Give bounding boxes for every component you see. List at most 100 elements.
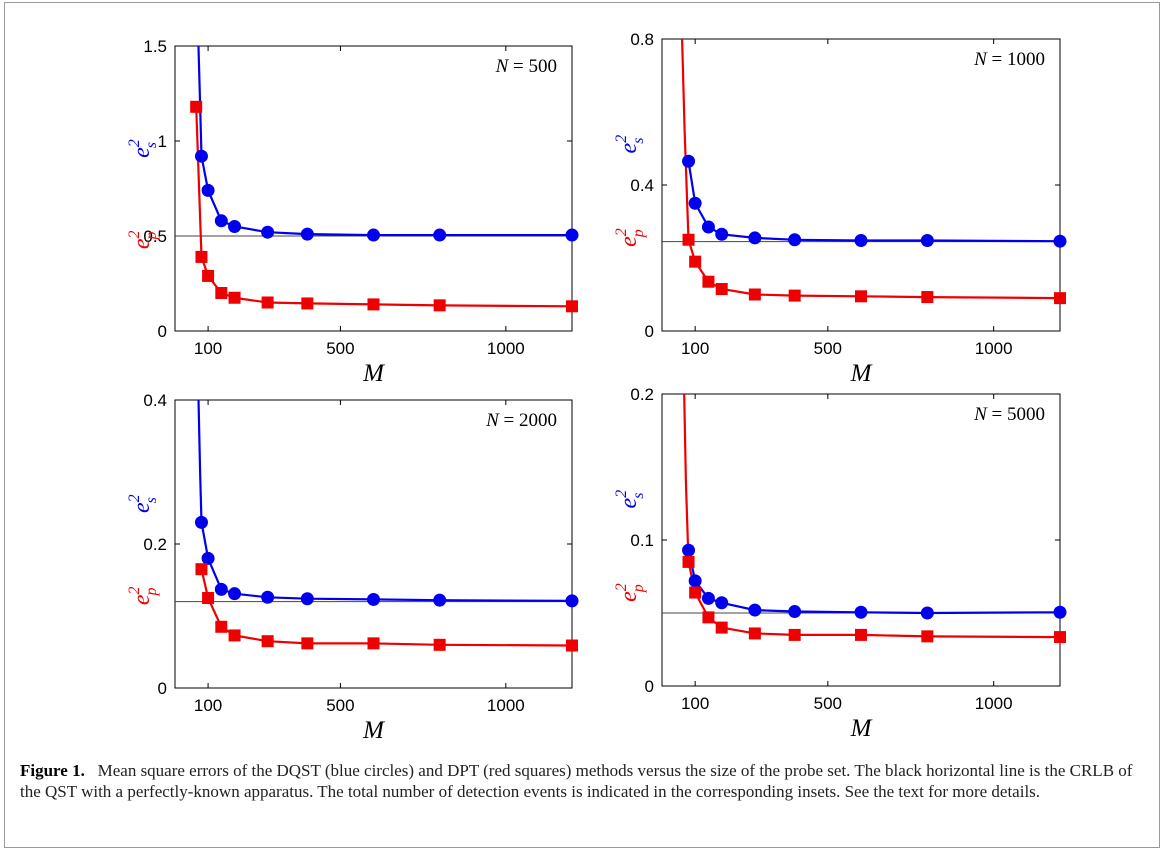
y-axis-label-dpt: e2p (126, 587, 160, 606)
dpt-series-line (195, 106, 572, 308)
dpt-point (748, 627, 761, 640)
y-tick-label: 1 (158, 132, 167, 151)
y-tick-label: 0 (645, 322, 654, 341)
y-tick-label: 0.4 (630, 176, 654, 195)
dqst-point (1053, 234, 1067, 248)
dpt-point (1054, 631, 1066, 644)
x-tick-label: 500 (326, 339, 354, 358)
dqst-point (194, 149, 208, 163)
dqst-point (682, 543, 696, 557)
y-tick-label: 0.2 (630, 385, 654, 404)
dpt-point (788, 289, 801, 302)
dqst-point (228, 220, 242, 233)
dqst-point (701, 591, 715, 605)
x-tick-label: 500 (326, 696, 354, 715)
caption-text: Mean square errors of the DQST (blue cir… (20, 761, 1133, 801)
dpt-point (748, 288, 761, 301)
y-axis-label-dqst: e2s (126, 494, 160, 513)
y-axis-label-dpt: e2p (613, 583, 647, 602)
dpt-point (195, 250, 208, 263)
dqst-point (300, 227, 314, 241)
dpt-point (202, 592, 215, 604)
dqst-point (1053, 605, 1067, 619)
dpt-point (702, 275, 715, 288)
dpt-point (190, 100, 203, 113)
x-tick-label: 100 (681, 339, 709, 358)
dpt-point (855, 628, 867, 641)
dpt-point (682, 555, 695, 568)
dqst-series-line (687, 549, 1060, 615)
y-tick-label: 0.8 (630, 30, 654, 49)
y-tick-label: 0 (645, 677, 654, 696)
inset-label: N = 1000 (973, 49, 1045, 70)
y-tick-label: 1.5 (143, 37, 167, 56)
dpt-point (682, 233, 695, 246)
dqst-point (715, 596, 729, 610)
dpt-point (788, 628, 801, 641)
dqst-point (194, 515, 208, 529)
dpt-point (301, 637, 314, 650)
dpt-point (921, 291, 934, 304)
x-tick-label: 1000 (487, 339, 525, 358)
dqst-point (433, 228, 447, 242)
dqst-point (788, 233, 802, 247)
dpt-series-line (680, 39, 1060, 300)
dpt-point (566, 639, 578, 652)
x-tick-label: 100 (194, 696, 222, 715)
x-axis-label: M (362, 717, 385, 744)
dqst-point (854, 605, 868, 619)
inset-label: N = 5000 (973, 404, 1045, 425)
dpt-point (261, 635, 274, 648)
figure-frame (4, 2, 1160, 848)
dqst-point (228, 587, 242, 601)
y-axis-label-dpt: e2p (126, 230, 160, 249)
y-tick-label: 0 (158, 322, 167, 341)
dpt-point (215, 620, 228, 633)
dpt-point (228, 629, 241, 642)
dqst-point (214, 582, 228, 596)
figure-caption: Figure 1. Mean square errors of the DQST… (20, 760, 1145, 802)
dpt-point (215, 287, 228, 299)
y-tick-label: 0 (158, 679, 167, 698)
plot-frame (661, 393, 1061, 687)
dqst-point (214, 214, 228, 228)
dpt-point (921, 630, 934, 643)
dpt-point (855, 290, 867, 303)
dqst-series-line (687, 161, 1060, 243)
dqst-point (367, 228, 380, 242)
dqst-point (201, 551, 215, 565)
figure-label: Figure 1. (20, 761, 85, 780)
dqst-point (688, 574, 702, 588)
dqst-point (367, 592, 380, 606)
x-axis-label: M (362, 360, 385, 387)
dpt-point (195, 563, 208, 576)
dqst-point (748, 603, 762, 617)
dqst-point (688, 196, 702, 210)
y-tick-label: 0.2 (143, 535, 167, 554)
dpt-point (1054, 292, 1066, 305)
x-tick-label: 500 (814, 694, 842, 713)
plot-area (680, 39, 1060, 300)
dpt-point (301, 297, 314, 310)
dpt-point (367, 298, 380, 311)
dqst-point (682, 154, 696, 168)
x-axis-label: M (850, 715, 873, 742)
y-axis-label-dqst: e2s (613, 490, 647, 509)
x-axis-label: M (850, 360, 873, 387)
dqst-point (261, 590, 275, 604)
dpt-point (689, 586, 702, 599)
dqst-point (565, 594, 579, 608)
y-axis-label-dqst: e2s (613, 135, 647, 154)
x-tick-label: 1000 (975, 339, 1013, 358)
dpt-series-line (200, 568, 572, 647)
dpt-point (566, 300, 578, 313)
dqst-point (433, 593, 447, 607)
dpt-point (433, 638, 446, 651)
inset-label: N = 500 (495, 56, 557, 77)
inset-label: N = 2000 (485, 410, 557, 431)
x-tick-label: 100 (681, 694, 709, 713)
